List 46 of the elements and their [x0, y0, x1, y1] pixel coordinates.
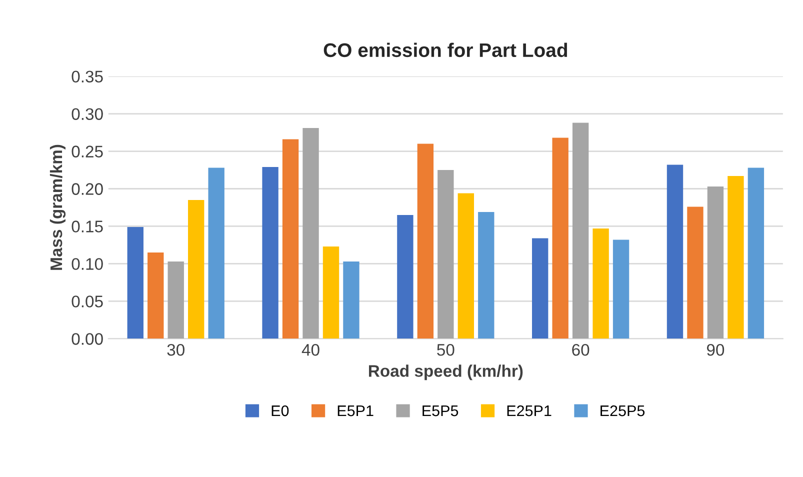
- y-tick-label: 0.00: [72, 333, 103, 345]
- bar: [438, 170, 454, 339]
- bar: [728, 176, 744, 339]
- chart-title: CO emission for Part Load: [324, 42, 568, 58]
- legend-label: E25P5: [600, 405, 645, 416]
- bar: [478, 212, 494, 339]
- x-tick-label: 60: [572, 344, 590, 356]
- bar: [707, 186, 724, 339]
- bar: [572, 122, 589, 339]
- y-tick-label: 0.35: [72, 70, 103, 83]
- bar: [302, 128, 319, 339]
- bar: [188, 200, 204, 339]
- y-tick-label: 0.10: [72, 258, 103, 270]
- bar: [397, 214, 414, 339]
- bar: [127, 226, 144, 339]
- y-tick-label: 0.15: [72, 220, 103, 232]
- y-tick-label: 0.25: [72, 146, 103, 158]
- bar: [322, 246, 340, 339]
- bar: [208, 168, 224, 339]
- x-tick-label: 40: [302, 344, 320, 356]
- bar: [748, 168, 764, 339]
- y-tick-label: 0.20: [72, 183, 103, 195]
- bar: [148, 252, 164, 339]
- legend-label: E0: [272, 405, 289, 416]
- bar: [417, 144, 434, 339]
- bar: [262, 167, 278, 339]
- x-tick-label: 90: [706, 344, 724, 356]
- bar: [458, 193, 474, 339]
- bar: [282, 139, 299, 339]
- bar: [592, 228, 609, 339]
- bar: [687, 206, 704, 339]
- bar: [532, 238, 548, 339]
- x-axis-title: Road speed (km/hr): [368, 364, 523, 380]
- legend-label: E25P1: [507, 405, 552, 416]
- y-tick-label: 0.30: [72, 108, 103, 120]
- bar: [168, 261, 184, 339]
- bar: [612, 240, 630, 339]
- x-tick-label: 50: [437, 344, 454, 356]
- legend-label: E5P5: [422, 406, 458, 416]
- y-axis-title: Mass (gram/km): [50, 144, 66, 270]
- legend-label: E5P1: [338, 406, 374, 416]
- y-tick-label: 0.05: [72, 296, 103, 308]
- bar: [552, 138, 568, 339]
- x-tick-label: 30: [167, 344, 184, 356]
- bar: [343, 261, 360, 339]
- bar: [666, 164, 684, 339]
